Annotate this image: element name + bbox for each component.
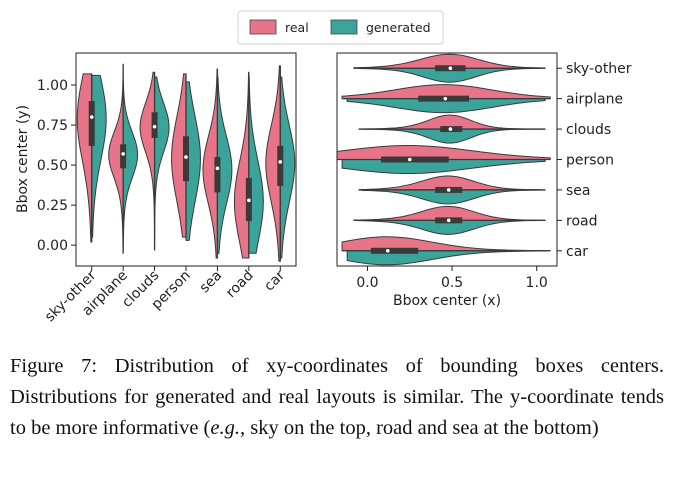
right-ytick-label-clouds: clouds	[566, 122, 611, 138]
violin-real-person	[336, 144, 551, 160]
violin-generated-person	[185, 81, 201, 241]
violin-generated-road	[248, 76, 264, 254]
median-person	[407, 157, 412, 162]
left-ytick-label-0-00: 0.00	[37, 238, 68, 254]
iqr-box-airplane	[120, 144, 127, 169]
legend-label-real: real	[285, 20, 309, 35]
median-sea	[215, 166, 220, 171]
right-ytick-label-sea: sea	[566, 183, 591, 199]
right-y-ticks: sky-other airplane clouds person sea road car	[557, 61, 632, 260]
violin-real-road	[233, 71, 250, 259]
iqr-box-car	[277, 145, 284, 186]
violin-generated-person	[341, 159, 546, 175]
violin-generated-airplane	[346, 98, 546, 114]
violin-real-sky-other	[353, 53, 546, 69]
left-xtick-label-car: car	[261, 267, 288, 294]
median-person	[184, 155, 188, 159]
left-ytick-label-0-75: 0.75	[37, 118, 68, 134]
violin-generated-sea	[216, 76, 233, 254]
legend-swatch-real	[249, 19, 277, 35]
caption-label: Figure 7:	[10, 355, 98, 377]
right-ytick-label-person: person	[566, 153, 614, 169]
right-ytick-label-road: road	[566, 213, 597, 229]
median-road	[247, 198, 251, 203]
right-violins	[336, 53, 551, 266]
median-sea	[446, 188, 451, 192]
median-car	[385, 248, 390, 253]
violin-generated-road	[358, 219, 543, 235]
right-chart: sky-otherairplanecloudspersonsearoadcar …	[336, 52, 632, 309]
legend-label-generated: generated	[366, 20, 431, 35]
violin-real-car	[265, 65, 281, 262]
iqr-box-person	[381, 156, 449, 163]
right-x-axis-label: Bbox center (x)	[393, 293, 501, 309]
caption-text-before: Distribution of xy-coordinates of boundi…	[10, 355, 665, 439]
median-airplane	[443, 96, 448, 101]
median-clouds	[152, 124, 157, 129]
median-sky-other	[89, 115, 94, 119]
violin-generated-clouds	[154, 76, 170, 238]
caption-italic: e.g.	[210, 417, 240, 439]
figure-caption: Figure 7: Distribution of xy-coordinates…	[10, 351, 664, 444]
median-sky-other	[448, 66, 453, 71]
right-ytick-label-car: car	[566, 244, 588, 260]
right-x-ticks: 0.0 0.5 1.0	[356, 266, 548, 291]
violin-real-person	[171, 73, 187, 238]
median-clouds	[448, 127, 453, 131]
violin-real-sea	[202, 68, 218, 259]
left-ytick-label-0-25: 0.25	[37, 198, 68, 214]
right-xtick-label-0-5: 0.5	[441, 275, 463, 291]
left-y-axis-label: Bbox center (y)	[15, 105, 31, 213]
left-xtick-label-road: road	[223, 268, 257, 302]
violin-generated-sky-other	[91, 74, 107, 238]
left-y-ticks: 0.00 0.25 0.50 0.75 1.00	[37, 78, 76, 254]
right-xtick-label-1-0: 1.0	[526, 275, 548, 291]
violin-generated-airplane	[122, 79, 139, 249]
left-ytick-label-1-00: 1.00	[37, 78, 68, 94]
violin-generated-car	[279, 76, 296, 259]
iqr-box-sky-other	[88, 101, 95, 146]
right-ytick-label-airplane: airplane	[566, 92, 623, 108]
violin-generated-sky-other	[358, 67, 541, 83]
right-ytick-label-sky-other: sky-other	[566, 61, 632, 77]
median-road	[446, 218, 451, 223]
left-ytick-label-0-50: 0.50	[37, 158, 68, 174]
left-xtick-label-sea: sea	[197, 268, 226, 297]
legend-swatch-generated	[330, 19, 358, 35]
right-xtick-label-0-0: 0.0	[356, 275, 378, 291]
violin-real-clouds	[139, 71, 156, 251]
caption-text-after: , sky on the top, road and sea at the bo…	[240, 417, 599, 439]
left-violins	[76, 63, 296, 262]
iqr-box-sea	[214, 157, 221, 193]
figure: real generated 0.00 0.25 0.50 0.75 1.00 sky-…	[15, 10, 632, 325]
violin-real-sky-other	[76, 73, 93, 243]
iqr-box-car	[370, 247, 419, 254]
violin-real-airplane	[341, 84, 551, 100]
median-airplane	[121, 152, 125, 156]
left-chart: 0.00 0.25 0.50 0.75 1.00 sky-otherairplanecl…	[15, 52, 297, 325]
median-car	[278, 160, 283, 164]
legend: real generated	[237, 10, 444, 45]
